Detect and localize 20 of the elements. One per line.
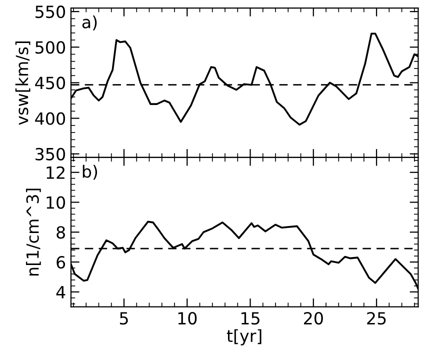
y-tick-label: 6 — [56, 256, 66, 269]
y-tick-label: 10 — [46, 196, 66, 209]
y-tick-label: 350 — [36, 148, 66, 160]
y-axis-title: vsw[km/s] — [15, 41, 30, 125]
y-tick-label: 8 — [56, 226, 65, 239]
y-axis-title: n[1/cm^3] — [26, 188, 41, 276]
y-tick-label: 500 — [36, 41, 66, 54]
y-tick-label: 12 — [46, 166, 64, 179]
y-tick-label: 4 — [56, 286, 66, 298]
x-tick-label: 20 — [304, 312, 323, 325]
x-tick-label: 10 — [178, 312, 197, 325]
x-tick-label: 5 — [120, 312, 128, 325]
x-tick-label: 15 — [241, 312, 260, 325]
y-tick-label: 400 — [35, 112, 66, 125]
y-tick-label: 550 — [36, 6, 66, 18]
x-axis-title: t[yr] — [226, 329, 262, 346]
annotation: a) — [82, 15, 97, 30]
annotation: b) — [82, 164, 98, 180]
x-tick-label: 25 — [367, 312, 386, 325]
y-tick-label: 450 — [35, 76, 66, 90]
